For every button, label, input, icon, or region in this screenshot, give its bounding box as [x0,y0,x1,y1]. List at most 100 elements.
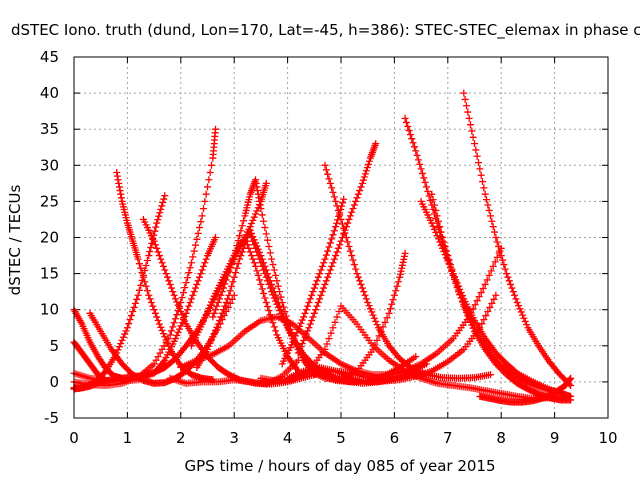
data-point [344,238,352,246]
data-point [208,161,216,169]
data-point [256,276,264,284]
data-point [489,223,497,231]
data-point [354,273,362,281]
data-point [464,108,472,116]
data-point [182,309,190,317]
data-point [250,241,258,249]
data-point [404,122,412,130]
data-point [512,295,520,303]
data-point [328,184,336,192]
data-point [409,139,417,147]
data-point [233,264,241,272]
data-point [213,323,221,331]
data-point [205,304,213,312]
data-point [324,170,332,178]
data-point [154,317,162,325]
data-point [261,224,269,232]
data-point [187,259,195,267]
data-point [166,331,174,339]
data-point [222,298,230,306]
data-point [364,160,372,168]
data-point [383,314,391,322]
data-point [221,280,229,288]
data-point [153,244,161,252]
data-point [237,252,245,260]
data-point [220,284,228,292]
data-point [190,247,198,255]
data-point [161,266,169,274]
data-point [199,205,207,213]
data-point [402,118,410,126]
y-tick-label: 35 [40,120,59,138]
data-point [567,374,575,382]
data-point [178,311,186,319]
chart-title: dSTEC Iono. truth (dund, Lon=170, Lat=-4… [11,21,640,39]
data-point [317,266,325,274]
data-point [290,335,298,343]
data-point [516,305,524,313]
data-point [304,327,312,335]
data-series [284,291,500,386]
data-point [163,339,171,347]
data-point [165,342,173,350]
data-point [191,284,199,292]
data-point [257,259,265,267]
y-axis-label: dSTEC / TECUs [6,184,24,296]
data-point [169,323,177,331]
data-point [217,291,225,299]
data-point [389,296,397,304]
data-series [460,89,575,390]
data-point [321,161,329,169]
data-point [332,223,340,231]
data-point [252,179,260,187]
data-point [296,346,304,354]
data-point [257,205,265,213]
data-point [273,277,281,285]
data-point [182,279,190,287]
data-point [394,278,402,286]
data-point [258,285,266,293]
data-point [509,288,517,296]
data-point [252,244,260,252]
data-point [113,169,121,177]
data-point [313,302,321,310]
data-point [272,327,280,335]
data-point [150,306,158,314]
data-point [270,294,278,302]
data-point [500,261,508,269]
data-point [561,391,569,399]
data-point [269,261,277,269]
data-point [183,306,191,314]
data-point [155,320,163,328]
data-point [225,291,233,299]
data-point [523,321,531,329]
data-point [252,262,260,270]
data-point [249,216,257,224]
data-point [212,326,220,334]
data-point [233,242,241,250]
data-point [158,326,166,334]
data-point [250,259,258,267]
data-point [337,237,345,245]
data-point [142,261,150,269]
data-point [472,146,480,154]
data-point [129,308,137,316]
data-point [254,190,262,198]
data-point [365,157,373,165]
data-point [177,308,185,316]
data-point [155,212,163,220]
data-point [308,291,316,299]
data-point [174,301,182,309]
data-point [157,255,165,263]
data-point [206,339,214,347]
data-point [483,276,491,284]
data-point [206,301,214,309]
data-point [208,336,216,344]
data-point [141,278,149,286]
data-point [519,311,527,319]
data-point [179,289,187,297]
data-point [194,229,202,237]
data-point [119,333,127,341]
data-point [450,273,458,281]
data-point [135,260,143,268]
